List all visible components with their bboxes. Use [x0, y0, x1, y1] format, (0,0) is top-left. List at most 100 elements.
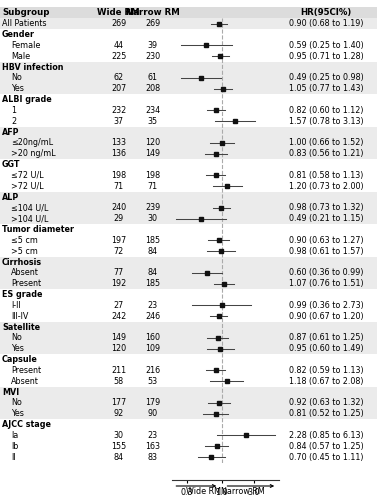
Text: 71: 71: [114, 182, 124, 190]
Bar: [0, 84, 377, 94]
Bar: [0, 126, 377, 138]
Text: 208: 208: [145, 84, 160, 93]
Text: 0.98 (0.61 to 1.57): 0.98 (0.61 to 1.57): [289, 247, 363, 256]
Text: 23: 23: [148, 301, 158, 310]
Bar: [0, 441, 377, 452]
Bar: [0, 105, 377, 116]
Text: 84: 84: [114, 452, 124, 462]
Text: 0.90 (0.67 to 1.20): 0.90 (0.67 to 1.20): [289, 312, 363, 321]
Text: HBV infection: HBV infection: [2, 62, 63, 72]
Text: 0.60 (0.36 to 0.99): 0.60 (0.36 to 0.99): [289, 268, 363, 278]
Text: ≤72 U/L: ≤72 U/L: [11, 171, 44, 180]
Text: 234: 234: [145, 106, 160, 115]
Text: 84: 84: [148, 247, 158, 256]
Text: 1.00 (0.66 to 1.52): 1.00 (0.66 to 1.52): [289, 138, 363, 147]
Text: 109: 109: [145, 344, 160, 353]
Text: AFP: AFP: [2, 128, 19, 136]
Bar: [0, 332, 377, 344]
Text: 1.07 (0.76 to 1.51): 1.07 (0.76 to 1.51): [289, 279, 363, 288]
Text: III-IV: III-IV: [11, 312, 29, 321]
Bar: [0, 354, 377, 365]
Text: 27: 27: [113, 301, 124, 310]
Text: 0.92 (0.63 to 1.32): 0.92 (0.63 to 1.32): [289, 398, 363, 407]
Text: 163: 163: [145, 442, 160, 451]
Text: 0.82 (0.60 to 1.12): 0.82 (0.60 to 1.12): [289, 106, 363, 115]
Text: Gender: Gender: [2, 30, 35, 39]
Bar: [0, 51, 377, 62]
Text: 0.70 (0.45 to 1.11): 0.70 (0.45 to 1.11): [289, 452, 363, 462]
Bar: [0, 224, 377, 235]
Bar: [0, 311, 377, 322]
Text: 136: 136: [111, 149, 126, 158]
Bar: [0, 170, 377, 181]
Text: ≤20ng/mL: ≤20ng/mL: [11, 138, 54, 147]
Bar: [0, 256, 377, 268]
Text: 84: 84: [148, 268, 158, 278]
Text: Narrow RM: Narrow RM: [221, 488, 265, 496]
Bar: [0, 278, 377, 289]
Bar: [0, 214, 377, 224]
Bar: [0, 300, 377, 311]
Bar: [0, 29, 377, 40]
Text: 232: 232: [111, 106, 126, 115]
Text: Present: Present: [11, 366, 41, 375]
Text: Yes: Yes: [11, 409, 24, 418]
Text: AJCC stage: AJCC stage: [2, 420, 51, 429]
Bar: [0, 452, 377, 462]
Text: 0.49 (0.25 to 0.98): 0.49 (0.25 to 0.98): [289, 74, 363, 82]
Text: 0.81 (0.58 to 1.13): 0.81 (0.58 to 1.13): [289, 171, 363, 180]
Text: 177: 177: [111, 398, 126, 407]
Text: No: No: [11, 334, 22, 342]
Text: 242: 242: [111, 312, 126, 321]
Bar: [0, 116, 377, 126]
Text: 1.57 (0.78 to 3.13): 1.57 (0.78 to 3.13): [289, 116, 363, 126]
Text: GGT: GGT: [2, 160, 20, 169]
Text: 0.49 (0.21 to 1.15): 0.49 (0.21 to 1.15): [289, 214, 363, 223]
Text: 53: 53: [148, 377, 158, 386]
Text: Capsule: Capsule: [2, 355, 38, 364]
Bar: [0, 62, 377, 72]
Text: 207: 207: [111, 84, 126, 93]
Text: 160: 160: [145, 334, 160, 342]
Text: 71: 71: [148, 182, 158, 190]
Bar: [0, 430, 377, 441]
Text: II: II: [11, 452, 16, 462]
Text: 198: 198: [145, 171, 160, 180]
Text: 120: 120: [111, 344, 126, 353]
Text: 0.84 (0.57 to 1.25): 0.84 (0.57 to 1.25): [289, 442, 363, 451]
Bar: [0, 202, 377, 213]
Text: Subgroup: Subgroup: [2, 8, 49, 18]
Text: Present: Present: [11, 279, 41, 288]
Text: Wide RM: Wide RM: [185, 488, 221, 496]
Bar: [0, 40, 377, 51]
Text: 197: 197: [111, 236, 126, 245]
Text: 269: 269: [111, 19, 126, 28]
Text: 2: 2: [11, 116, 17, 126]
Text: All Patients: All Patients: [2, 19, 46, 28]
Text: 39: 39: [148, 41, 158, 50]
Text: 155: 155: [111, 442, 126, 451]
Bar: [0, 344, 377, 354]
Text: Cirrhosis: Cirrhosis: [2, 258, 42, 266]
Bar: [0, 138, 377, 148]
Text: 77: 77: [113, 268, 124, 278]
Text: 240: 240: [111, 204, 126, 212]
Text: Satellite: Satellite: [2, 322, 40, 332]
Text: 211: 211: [111, 366, 126, 375]
Text: 239: 239: [145, 204, 160, 212]
Bar: [0, 181, 377, 192]
Bar: [0, 289, 377, 300]
Text: 246: 246: [145, 312, 160, 321]
Text: 149: 149: [145, 149, 160, 158]
Bar: [0, 18, 377, 29]
Text: Wide RM: Wide RM: [97, 8, 140, 18]
Text: Male: Male: [11, 52, 31, 60]
Text: 192: 192: [111, 279, 126, 288]
Text: 62: 62: [114, 74, 124, 82]
Bar: [0, 376, 377, 386]
Text: 149: 149: [111, 334, 126, 342]
Text: No: No: [11, 74, 22, 82]
Text: 185: 185: [145, 279, 160, 288]
Text: Yes: Yes: [11, 344, 24, 353]
Text: Female: Female: [11, 41, 41, 50]
